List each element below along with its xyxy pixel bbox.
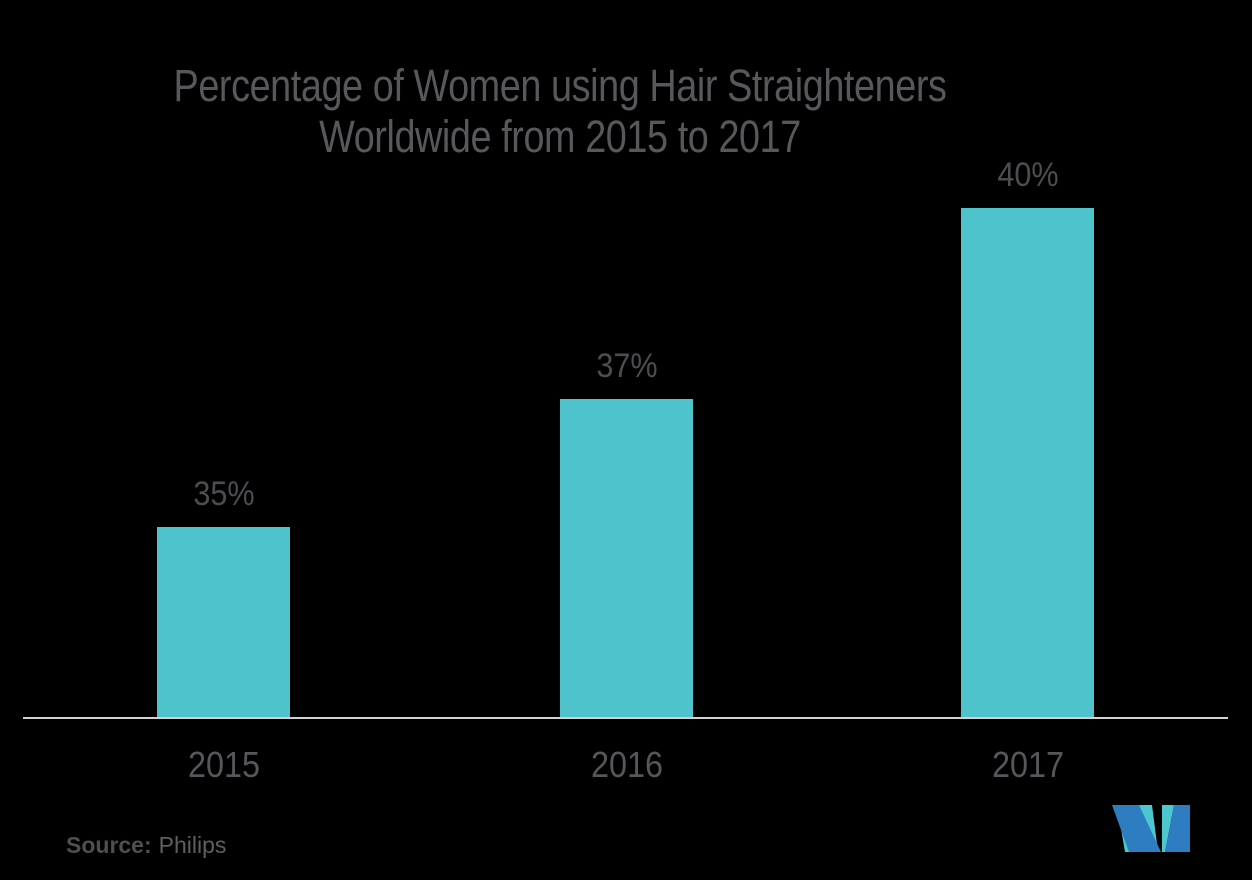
bar-2015 — [157, 526, 290, 718]
bar-value-label: 37% — [595, 347, 658, 385]
logo-left-blue-shape — [1112, 805, 1161, 852]
bar-2017 — [961, 207, 1094, 718]
chart-title-line-2: Worldwide from 2015 to 2017 — [319, 111, 801, 162]
x-axis-label: 2016 — [590, 744, 663, 785]
x-axis-line — [23, 717, 1228, 719]
logo-right-teal-shape — [1162, 805, 1174, 852]
chart-title: Percentage of Women using Hair Straighte… — [90, 60, 1031, 162]
bar-value-label: 35% — [192, 474, 255, 513]
bar-value-label: 40% — [996, 155, 1059, 194]
x-axis-label: 2015 — [187, 744, 260, 785]
logo-right-blue-shape — [1165, 805, 1190, 852]
x-axis-label: 2017 — [991, 744, 1064, 785]
source-note: Source: Philips — [66, 832, 226, 859]
source-value: Philips — [158, 832, 227, 858]
chart-title-line-1: Percentage of Women using Hair Straighte… — [173, 60, 947, 111]
mordor-intelligence-logo — [1112, 805, 1190, 852]
bar-2016 — [560, 399, 693, 718]
source-label: Source: — [66, 832, 152, 858]
